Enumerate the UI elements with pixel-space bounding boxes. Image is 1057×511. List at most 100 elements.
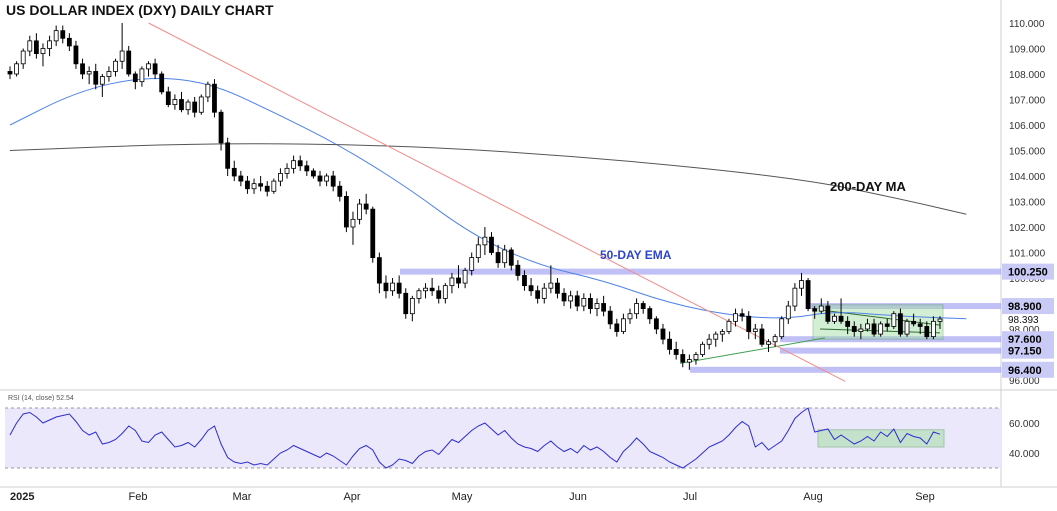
candle (865, 318, 870, 332)
candle (911, 313, 917, 327)
candle (812, 306, 818, 319)
candle (772, 334, 778, 347)
candle-body (607, 310, 613, 325)
candle-body (80, 63, 85, 75)
price-tick-label: 101.000 (1009, 249, 1046, 260)
candle (878, 321, 884, 337)
candle (47, 35, 52, 57)
candle (805, 278, 811, 312)
candle (27, 35, 33, 57)
candle-body (851, 326, 857, 332)
candle-body (66, 37, 72, 47)
ma200-annotation: 200-DAY MA (830, 179, 906, 194)
price-tick-label: 106.000 (1009, 121, 1046, 132)
candle (719, 329, 725, 342)
candle-body (60, 30, 66, 39)
time-tick-label: Apr (343, 491, 360, 503)
candle (937, 316, 943, 329)
candle (601, 295, 607, 317)
candle-body (495, 252, 501, 264)
candle (733, 308, 738, 327)
candle-body (311, 170, 316, 177)
candle-body (502, 249, 508, 264)
candle (106, 66, 112, 82)
candle (291, 155, 297, 174)
candle (218, 109, 224, 151)
candle-body (258, 183, 264, 187)
candle (284, 163, 290, 179)
consolidation-zone (679, 304, 944, 364)
level-band (690, 366, 1001, 373)
level-band (780, 336, 1001, 343)
candle (343, 191, 349, 233)
candle (350, 211, 356, 245)
candle (759, 323, 765, 347)
candle (739, 308, 745, 322)
candle (502, 244, 508, 268)
candle (574, 290, 580, 312)
candle (423, 283, 428, 299)
rsi-tick-label: 40.000 (1009, 449, 1040, 460)
candle-body (113, 60, 118, 72)
candle-body (640, 303, 646, 309)
candle-body (700, 343, 705, 355)
time-tick-label: Jun (569, 491, 587, 503)
candle (845, 316, 851, 335)
candle (832, 313, 837, 324)
candle (766, 339, 771, 352)
candle (469, 252, 475, 276)
candle (179, 91, 184, 113)
downtrend-line (148, 22, 846, 382)
candle (205, 81, 211, 103)
candle (238, 170, 244, 187)
candle-body (911, 320, 917, 325)
candle (271, 178, 277, 194)
rsi-panel: 60.000 40.000 RSI (14, close) 52.54 (5, 395, 1040, 469)
candle-body (337, 185, 343, 197)
candle (53, 25, 59, 46)
candle-body (614, 323, 620, 332)
candle (212, 79, 217, 118)
candle-body (251, 183, 257, 190)
candle-body (383, 282, 389, 292)
candles (7, 23, 943, 370)
candle-body (442, 285, 448, 299)
candle (779, 316, 785, 340)
candle (898, 308, 903, 337)
candle-body (449, 277, 455, 287)
candle-body (680, 354, 686, 363)
candle-body (660, 328, 666, 340)
candle-body (291, 160, 297, 169)
candle (713, 331, 719, 347)
candle-body (647, 308, 653, 320)
candle-body (561, 292, 567, 302)
candle-body (205, 83, 211, 98)
candle-body (832, 315, 837, 322)
candle (14, 61, 19, 77)
level-band (400, 268, 1001, 275)
candle-body (812, 308, 818, 312)
level-label: 96.400 (1008, 365, 1042, 377)
candle-body (119, 50, 125, 62)
level-tag (1002, 361, 1054, 378)
price-tick-label: 98.000 (1009, 325, 1040, 336)
candle (126, 45, 132, 77)
candle-body (904, 320, 910, 335)
candle (20, 48, 26, 69)
price-tick-label: 108.000 (1009, 70, 1046, 81)
candle (634, 298, 639, 319)
candle-body (159, 73, 165, 93)
candle (693, 351, 699, 365)
candle-body (739, 313, 745, 317)
candle (528, 278, 534, 296)
candle-body (225, 142, 231, 169)
candle-body (33, 40, 39, 54)
price-tick-label: 105.000 (1009, 147, 1046, 158)
candle (185, 99, 191, 115)
candle (924, 321, 930, 340)
candle (647, 306, 653, 324)
candle-body (706, 338, 712, 345)
candle (245, 176, 250, 194)
candle (99, 74, 105, 97)
